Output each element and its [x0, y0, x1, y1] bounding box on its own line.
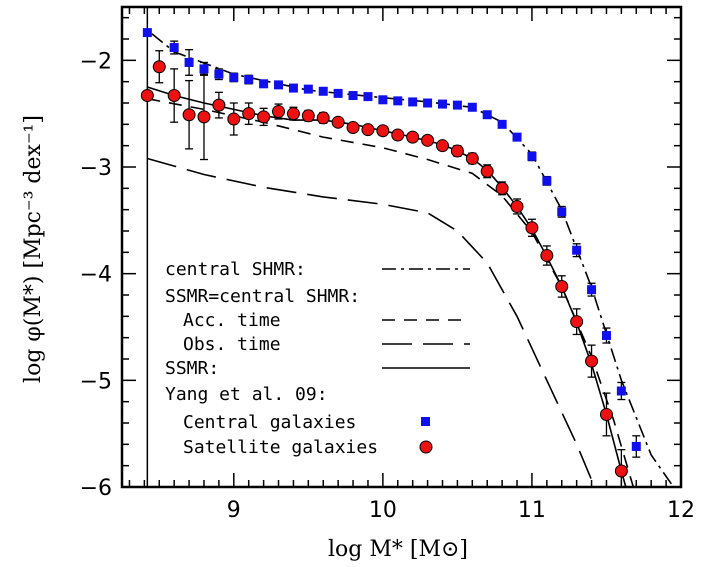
y-tick-label: −5 [80, 369, 112, 394]
legend-label: Yang et al. 09: [165, 384, 328, 405]
x-tick-label: 12 [667, 498, 695, 523]
central-galaxy-point [142, 28, 152, 38]
central-galaxy-point [393, 96, 403, 106]
y-tick-label: −2 [80, 49, 112, 74]
satellite-galaxy-point [435, 139, 449, 153]
legend-label: SSMR=central SHMR: [165, 286, 360, 307]
central-galaxy-point [229, 72, 239, 82]
satellite-galaxy-point [361, 123, 375, 137]
central-galaxy-point [303, 84, 313, 94]
central-galaxy-point [259, 79, 269, 89]
satellite-galaxy-point [480, 164, 494, 178]
satellite-galaxy-point [585, 354, 599, 368]
central-galaxy-point [363, 92, 373, 102]
satellite-galaxy-point [257, 110, 271, 124]
ticks-layer: 9 10 11 12 −2 −3 −4 −5 −6 [80, 7, 695, 523]
central-galaxy-point [169, 43, 179, 53]
legend-label: SSMR: [165, 358, 219, 379]
central-galaxy-point [437, 99, 447, 109]
satellite-galaxy-point [346, 121, 360, 135]
satellite-galaxy-point [450, 144, 464, 158]
satellite-galaxy-point [599, 407, 613, 421]
curve-long-dash [147, 157, 596, 487]
satellite-galaxy-point [614, 464, 628, 478]
satellite-galaxy-point [406, 130, 420, 144]
central-galaxy-point [214, 69, 224, 79]
y-tick-label: −3 [80, 156, 112, 181]
legend-label: central SHMR: [165, 259, 306, 280]
central-galaxy-point [184, 57, 194, 67]
central-galaxy-point [467, 102, 477, 112]
legend-label: Satellite galaxies [183, 437, 378, 458]
satellite-galaxy-point [242, 107, 256, 121]
satellite-galaxy-point [152, 60, 166, 74]
satellite-galaxy-point [331, 115, 345, 129]
central-galaxy-point [348, 91, 358, 101]
satellite-galaxy-point [391, 128, 405, 142]
satellite-galaxy-point [465, 151, 479, 165]
x-tick-label: 10 [369, 498, 397, 523]
central-galaxy-point [482, 110, 492, 120]
satellite-galaxy-point [167, 89, 181, 103]
y-tick-label: −6 [80, 476, 112, 501]
central-galaxy-point [631, 441, 641, 451]
satellite-galaxy-point [301, 109, 315, 123]
satellite-galaxy-point [540, 249, 554, 263]
central-galaxy-point [452, 100, 462, 110]
satellite-galaxy-point [316, 111, 330, 125]
satellite-galaxy-point [227, 112, 241, 126]
satellite-galaxy-point [212, 98, 226, 112]
legend: central SHMR: SSMR=central SHMR: Acc. time… [165, 259, 470, 458]
central-galaxy-point [557, 207, 567, 217]
central-galaxy-point [512, 132, 522, 142]
central-galaxy-point [244, 75, 254, 85]
central-galaxy-point [199, 64, 209, 74]
y-axis-label: log φ(M*) [Mpc⁻³ dex⁻¹] [21, 115, 46, 383]
satellite-galaxy-point [286, 107, 300, 121]
x-axis-label: log M* [M⊙] [328, 537, 468, 562]
satellite-galaxy-point [140, 89, 154, 103]
satellite-galaxy-point [376, 124, 390, 138]
central-galaxy-point [542, 176, 552, 186]
central-galaxy-point [408, 97, 418, 107]
y-tick-label: −4 [80, 263, 112, 288]
plot-frame [120, 5, 683, 489]
central-galaxy-point [423, 98, 433, 108]
satellite-galaxy-point [570, 315, 584, 329]
central-galaxy-point [527, 151, 537, 161]
legend-label: Acc. time [183, 310, 281, 331]
satellite-galaxy-point [510, 199, 524, 213]
satellite-galaxy-point [495, 181, 509, 195]
satellite-galaxy-point [197, 110, 211, 124]
central-galaxy-point [616, 386, 626, 396]
central-galaxy-point [274, 80, 284, 90]
legend-square-marker [421, 417, 430, 426]
legend-label: Obs. time [183, 334, 281, 355]
central-galaxy-point [378, 95, 388, 105]
x-tick-label: 9 [227, 498, 241, 523]
central-galaxy-point [587, 285, 597, 295]
satellite-galaxy-point [525, 221, 539, 235]
satellite-galaxy-point [182, 108, 196, 122]
satellite-galaxy-point [421, 133, 435, 147]
central-galaxy-point [288, 83, 298, 93]
central-galaxy-point [333, 88, 343, 98]
legend-circle-marker [419, 440, 433, 454]
central-galaxy-point [318, 86, 328, 96]
x-tick-label: 11 [518, 498, 546, 523]
central-galaxy-point [601, 331, 611, 341]
legend-label: Central galaxies [183, 412, 356, 433]
points-layer [140, 28, 659, 511]
satellite-galaxy-point [272, 105, 286, 119]
central-galaxy-point [572, 245, 582, 255]
central-galaxy-point [497, 119, 507, 129]
central-galaxy-point [650, 502, 659, 511]
satellite-galaxy-point [555, 279, 569, 293]
